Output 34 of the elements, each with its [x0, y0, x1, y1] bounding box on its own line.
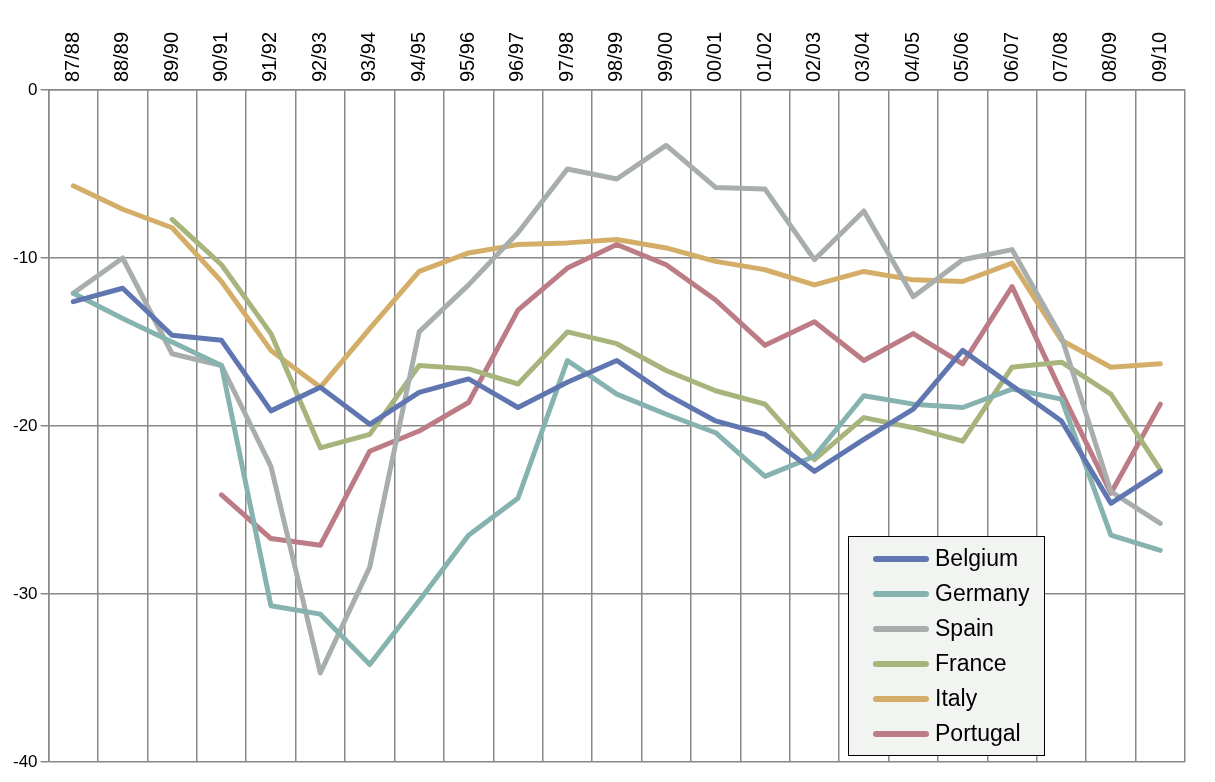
x-tick-label: 96/97 — [505, 31, 528, 82]
legend-label: Portugal — [935, 720, 1021, 747]
x-tick-label: 01/02 — [752, 31, 775, 82]
x-tick-label: 07/08 — [1048, 31, 1071, 82]
x-tick-label: 95/96 — [456, 31, 479, 82]
x-tick-label: 06/07 — [999, 31, 1022, 82]
legend-label: Germany — [935, 580, 1030, 607]
x-tick-label: 04/05 — [900, 31, 923, 82]
x-tick-label: 91/92 — [258, 31, 281, 82]
x-tick-label: 90/91 — [209, 31, 232, 82]
x-tick-label: 02/03 — [801, 31, 824, 82]
x-tick-label: 03/04 — [851, 31, 874, 82]
x-tick-label: 87/88 — [60, 31, 83, 82]
y-tick-label: -20 — [12, 415, 38, 435]
y-tick-label: -40 — [12, 751, 38, 771]
legend-label: Spain — [935, 615, 994, 642]
x-tick-label: 98/99 — [604, 31, 627, 82]
x-tick-label: 97/98 — [554, 31, 577, 82]
legend-label: Belgium — [935, 545, 1019, 572]
x-tick-label: 00/01 — [703, 31, 726, 82]
y-tick-label: 0 — [28, 79, 38, 99]
x-tick-label: 08/09 — [1098, 31, 1121, 82]
y-tick-label: -30 — [12, 583, 38, 603]
x-tick-label: 88/89 — [110, 31, 133, 82]
y-tick-label: -10 — [12, 247, 38, 267]
x-tick-label: 05/06 — [950, 31, 973, 82]
x-tick-label: 94/95 — [406, 31, 429, 82]
x-tick-label: 09/10 — [1147, 31, 1170, 82]
x-tick-label: 93/94 — [357, 31, 380, 82]
x-tick-label: 99/00 — [653, 31, 676, 82]
x-tick-label: 92/93 — [307, 31, 330, 82]
legend-label: France — [935, 650, 1007, 677]
x-tick-label: 89/90 — [159, 31, 182, 82]
legend-label: Italy — [935, 685, 978, 712]
